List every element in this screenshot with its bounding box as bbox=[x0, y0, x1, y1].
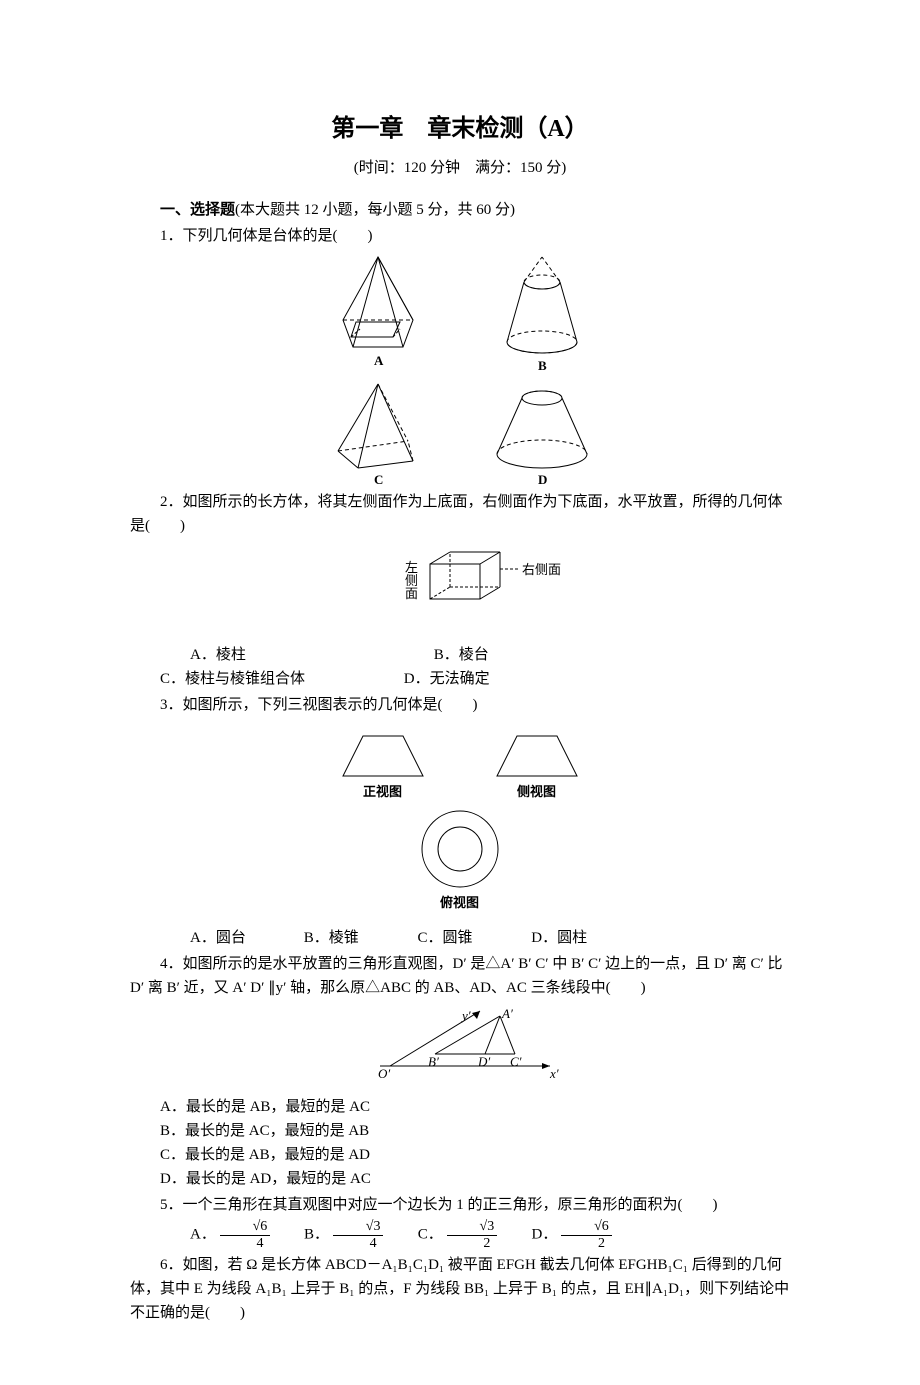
q2-opt-d: D．无法确定 bbox=[374, 667, 614, 691]
q4-opt-c: C．最长的是 AB，最短的是 AD bbox=[130, 1143, 790, 1167]
q5-d-den: 2 bbox=[561, 1236, 612, 1251]
page-title: 第一章 章末检测（A） bbox=[130, 110, 790, 148]
q2-opt-c: C．棱柱与棱锥组合体 bbox=[130, 667, 370, 691]
q4-label-y: y′ bbox=[460, 1008, 471, 1023]
question-2-figure: 左 侧 面 右侧面 bbox=[130, 544, 790, 637]
section-1-label: 一、选择题 bbox=[160, 202, 235, 218]
question-3-figure-top: 俯视图 bbox=[130, 807, 790, 920]
figure-q1-a: A bbox=[318, 252, 438, 372]
question-1-figures-row2: C D bbox=[130, 376, 790, 486]
q5-opt-d-prefix: D． bbox=[532, 1227, 558, 1243]
figure-q3-side: 侧视图 bbox=[482, 721, 592, 801]
q3-opt-c: C．圆锥 bbox=[388, 926, 498, 950]
q4-label-C: C′ bbox=[510, 1054, 522, 1069]
q2-opt-a: A．棱柱 bbox=[160, 643, 400, 667]
q5-opt-d: D． √62 bbox=[502, 1219, 612, 1251]
figure-label-d: D bbox=[538, 472, 547, 486]
question-2-text: 2．如图所示的长方体，将其左侧面作为上底面，右侧面作为下底面，水平放置，所得的几… bbox=[130, 490, 790, 538]
figure-q3-top: 俯视图 bbox=[405, 807, 515, 912]
q4-label-O: O′ bbox=[378, 1066, 390, 1081]
question-3-figures-top: 正视图 侧视图 bbox=[130, 721, 790, 801]
q3-side-label: 侧视图 bbox=[517, 784, 556, 799]
question-4-options: A．最长的是 AB，最短的是 AC B．最长的是 AC，最短的是 AB C．最长… bbox=[130, 1095, 790, 1191]
q4-label-A: A′ bbox=[501, 1006, 513, 1021]
figure-q1-c: C bbox=[318, 376, 438, 486]
q4-label-B: B′ bbox=[428, 1054, 439, 1069]
q3-opt-d: D．圆柱 bbox=[501, 926, 611, 950]
q5-opt-a: A． √64 bbox=[160, 1219, 270, 1251]
q4-label-D: D′ bbox=[477, 1054, 490, 1069]
section-1-heading: 一、选择题(本大题共 12 小题，每小题 5 分，共 60 分) bbox=[130, 198, 790, 222]
q5-opt-b: B． √34 bbox=[274, 1219, 384, 1251]
q5-opt-b-prefix: B． bbox=[304, 1227, 329, 1243]
q3-front-label: 正视图 bbox=[363, 784, 402, 799]
question-2-options: A．棱柱 B．棱台 C．棱柱与棱锥组合体 D．无法确定 bbox=[130, 643, 790, 691]
q4-opt-d: D．最长的是 AD，最短的是 AC bbox=[130, 1167, 790, 1191]
q5-a-den: 4 bbox=[220, 1236, 271, 1251]
figure-q3-front: 正视图 bbox=[328, 721, 438, 801]
q3-opt-b: B．棱锥 bbox=[274, 926, 384, 950]
question-1-figures-row1: A B bbox=[130, 252, 790, 372]
question-5-text: 5．一个三角形在其直观图中对应一个边长为 1 的正三角形，原三角形的面积为( ) bbox=[130, 1193, 790, 1217]
question-3-text: 3．如图所示，下列三视图表示的几何体是( ) bbox=[130, 693, 790, 717]
q5-c-den: 2 bbox=[447, 1236, 498, 1251]
q5-opt-a-prefix: A． bbox=[190, 1227, 216, 1243]
question-1-text: 1．下列几何体是台体的是( ) bbox=[130, 224, 790, 248]
figure-label-a: A bbox=[374, 353, 384, 368]
question-6-text: 6．如图，若 Ω 是长方体 ABCD－A₁B₁C₁D₁ 被平面 EFGH 截去几… bbox=[130, 1253, 790, 1325]
q4-opt-a: A．最长的是 AB，最短的是 AC bbox=[130, 1095, 790, 1119]
q5-b-num: √3 bbox=[333, 1219, 384, 1235]
q5-a-num: √6 bbox=[220, 1219, 271, 1235]
figure-q2-left-label3: 面 bbox=[405, 586, 418, 601]
q2-opt-b: B．棱台 bbox=[404, 643, 644, 667]
q5-opt-c: C． √32 bbox=[388, 1219, 498, 1251]
q5-opt-c-prefix: C． bbox=[418, 1227, 443, 1243]
question-4-text: 4．如图所示的是水平放置的三角形直观图，D′ 是△A′ B′ C′ 中 B′ C… bbox=[130, 952, 790, 1000]
q5-c-num: √3 bbox=[447, 1219, 498, 1235]
figure-q1-d: D bbox=[482, 376, 602, 486]
q3-opt-a: A．圆台 bbox=[160, 926, 270, 950]
figure-q1-b: B bbox=[482, 252, 602, 372]
figure-label-c: C bbox=[374, 472, 383, 486]
q3-top-label: 俯视图 bbox=[440, 895, 479, 910]
q4-opt-b: B．最长的是 AC，最短的是 AB bbox=[130, 1119, 790, 1143]
figure-q2-right-label: 右侧面 bbox=[522, 562, 561, 577]
page-subtitle: (时间：120 分钟 满分：150 分) bbox=[130, 156, 790, 180]
q4-text-p1: 4．如图所示的是水平放置的三角形直观图， bbox=[160, 956, 453, 972]
q5-b-den: 4 bbox=[333, 1236, 384, 1251]
question-4-figure: O′ B′ D′ C′ A′ x′ y′ bbox=[130, 1006, 790, 1089]
question-5-options: A． √64 B． √34 C． √32 D． √62 bbox=[130, 1219, 790, 1251]
section-1-desc: (本大题共 12 小题，每小题 5 分，共 60 分) bbox=[235, 202, 515, 218]
q4-label-x: x′ bbox=[549, 1066, 559, 1081]
question-3-options: A．圆台 B．棱锥 C．圆锥 D．圆柱 bbox=[130, 926, 790, 950]
q5-d-num: √6 bbox=[561, 1219, 612, 1235]
figure-label-b: B bbox=[538, 358, 547, 372]
